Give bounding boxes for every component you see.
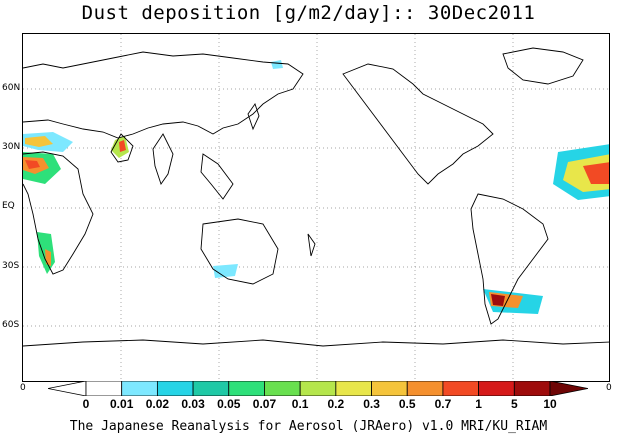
lat-label-eq: EQ bbox=[2, 201, 15, 211]
colorbar-right-arrow bbox=[549, 381, 588, 396]
footer-credit: The Japanese Reanalysis for Aerosol (JRA… bbox=[69, 419, 548, 434]
colorbar-box bbox=[442, 381, 480, 396]
lat-label-30s: 30S bbox=[2, 261, 20, 271]
colorbar-box bbox=[121, 381, 158, 396]
coastline-north-america bbox=[342, 63, 494, 185]
colorbar-tick-label: 0.03 bbox=[181, 397, 205, 411]
coastline-japan bbox=[247, 103, 260, 131]
colorbar-tick-label: 1 bbox=[475, 397, 482, 411]
colorbar-tick-label: 10 bbox=[543, 397, 557, 411]
colorbar-tick-label: 0.1 bbox=[291, 397, 309, 411]
colorbar-box bbox=[513, 381, 551, 396]
colorbar-left-arrow bbox=[48, 381, 87, 396]
colorbar-tick-label: 5 bbox=[510, 397, 518, 411]
colorbar-left-corner-label: 0 bbox=[20, 383, 26, 393]
coastline-greenland bbox=[502, 47, 584, 85]
coastline-southeast-asia bbox=[200, 153, 234, 200]
dust-shading bbox=[23, 60, 609, 314]
world-map bbox=[22, 33, 610, 382]
colorbar-box bbox=[85, 381, 123, 396]
coastlines bbox=[23, 47, 609, 347]
coastline-new-zealand bbox=[307, 233, 316, 257]
dust-shade-patagonia-core bbox=[491, 294, 505, 306]
colorbar-box bbox=[371, 381, 408, 396]
colorbar-tick-label: 0.07 bbox=[252, 397, 277, 411]
coastline-arabia bbox=[110, 133, 134, 163]
colorbar-tick-label: 0.02 bbox=[145, 397, 170, 411]
colorbar-tick-label: 0.3 bbox=[363, 397, 380, 411]
colorbar-tick-label: 0.2 bbox=[327, 397, 345, 411]
map-title: Dust deposition [g/m2/day]:: 30Dec2011 bbox=[81, 2, 536, 24]
colorbar-box bbox=[192, 381, 230, 396]
colorbar-right-corner-label: 0 bbox=[606, 383, 612, 393]
lat-label-30n: 30N bbox=[2, 142, 21, 152]
colorbar-tick-label: 0.01 bbox=[110, 397, 134, 411]
colorbar-box bbox=[156, 381, 194, 396]
coastline-eurasia bbox=[23, 51, 304, 139]
colorbar-tick-label: 0.7 bbox=[434, 397, 452, 411]
colorbar bbox=[48, 381, 588, 396]
coastline-india bbox=[152, 133, 174, 185]
dust-shade-australia bbox=[213, 264, 238, 278]
colorbar-box bbox=[406, 381, 444, 396]
dust-shade-sahel-core bbox=[25, 160, 40, 169]
colorbar-labels: 0 0.01 0.02 0.03 0.05 0.07 0.1 0.2 0.3 0.5 0.7 1 5 10 bbox=[0, 397, 617, 413]
colorbar-tick-label: 0.5 bbox=[398, 397, 416, 411]
colorbar-tick-label: 0 bbox=[82, 397, 90, 411]
colorbar-box bbox=[299, 381, 337, 396]
colorbar-tick-label: 0.05 bbox=[217, 397, 241, 411]
dust-shade-atlantic-core bbox=[583, 162, 609, 184]
coastline-antarctica bbox=[23, 339, 609, 347]
colorbar-box bbox=[264, 381, 301, 396]
map-canvas bbox=[23, 34, 609, 381]
lat-label-60s: 60S bbox=[2, 320, 20, 330]
coastline-south-america bbox=[470, 193, 549, 325]
dust-shade-asia bbox=[271, 60, 283, 69]
coastline-australia bbox=[200, 218, 279, 285]
colorbar-box bbox=[478, 381, 515, 396]
coastline-africa bbox=[23, 151, 94, 275]
lat-label-60n: 60N bbox=[2, 83, 21, 93]
colorbar-box bbox=[228, 381, 265, 396]
dust-shade-sahara-north-core bbox=[25, 136, 53, 147]
colorbar-box bbox=[335, 381, 372, 396]
dust-shade-arabia-core bbox=[119, 140, 126, 152]
